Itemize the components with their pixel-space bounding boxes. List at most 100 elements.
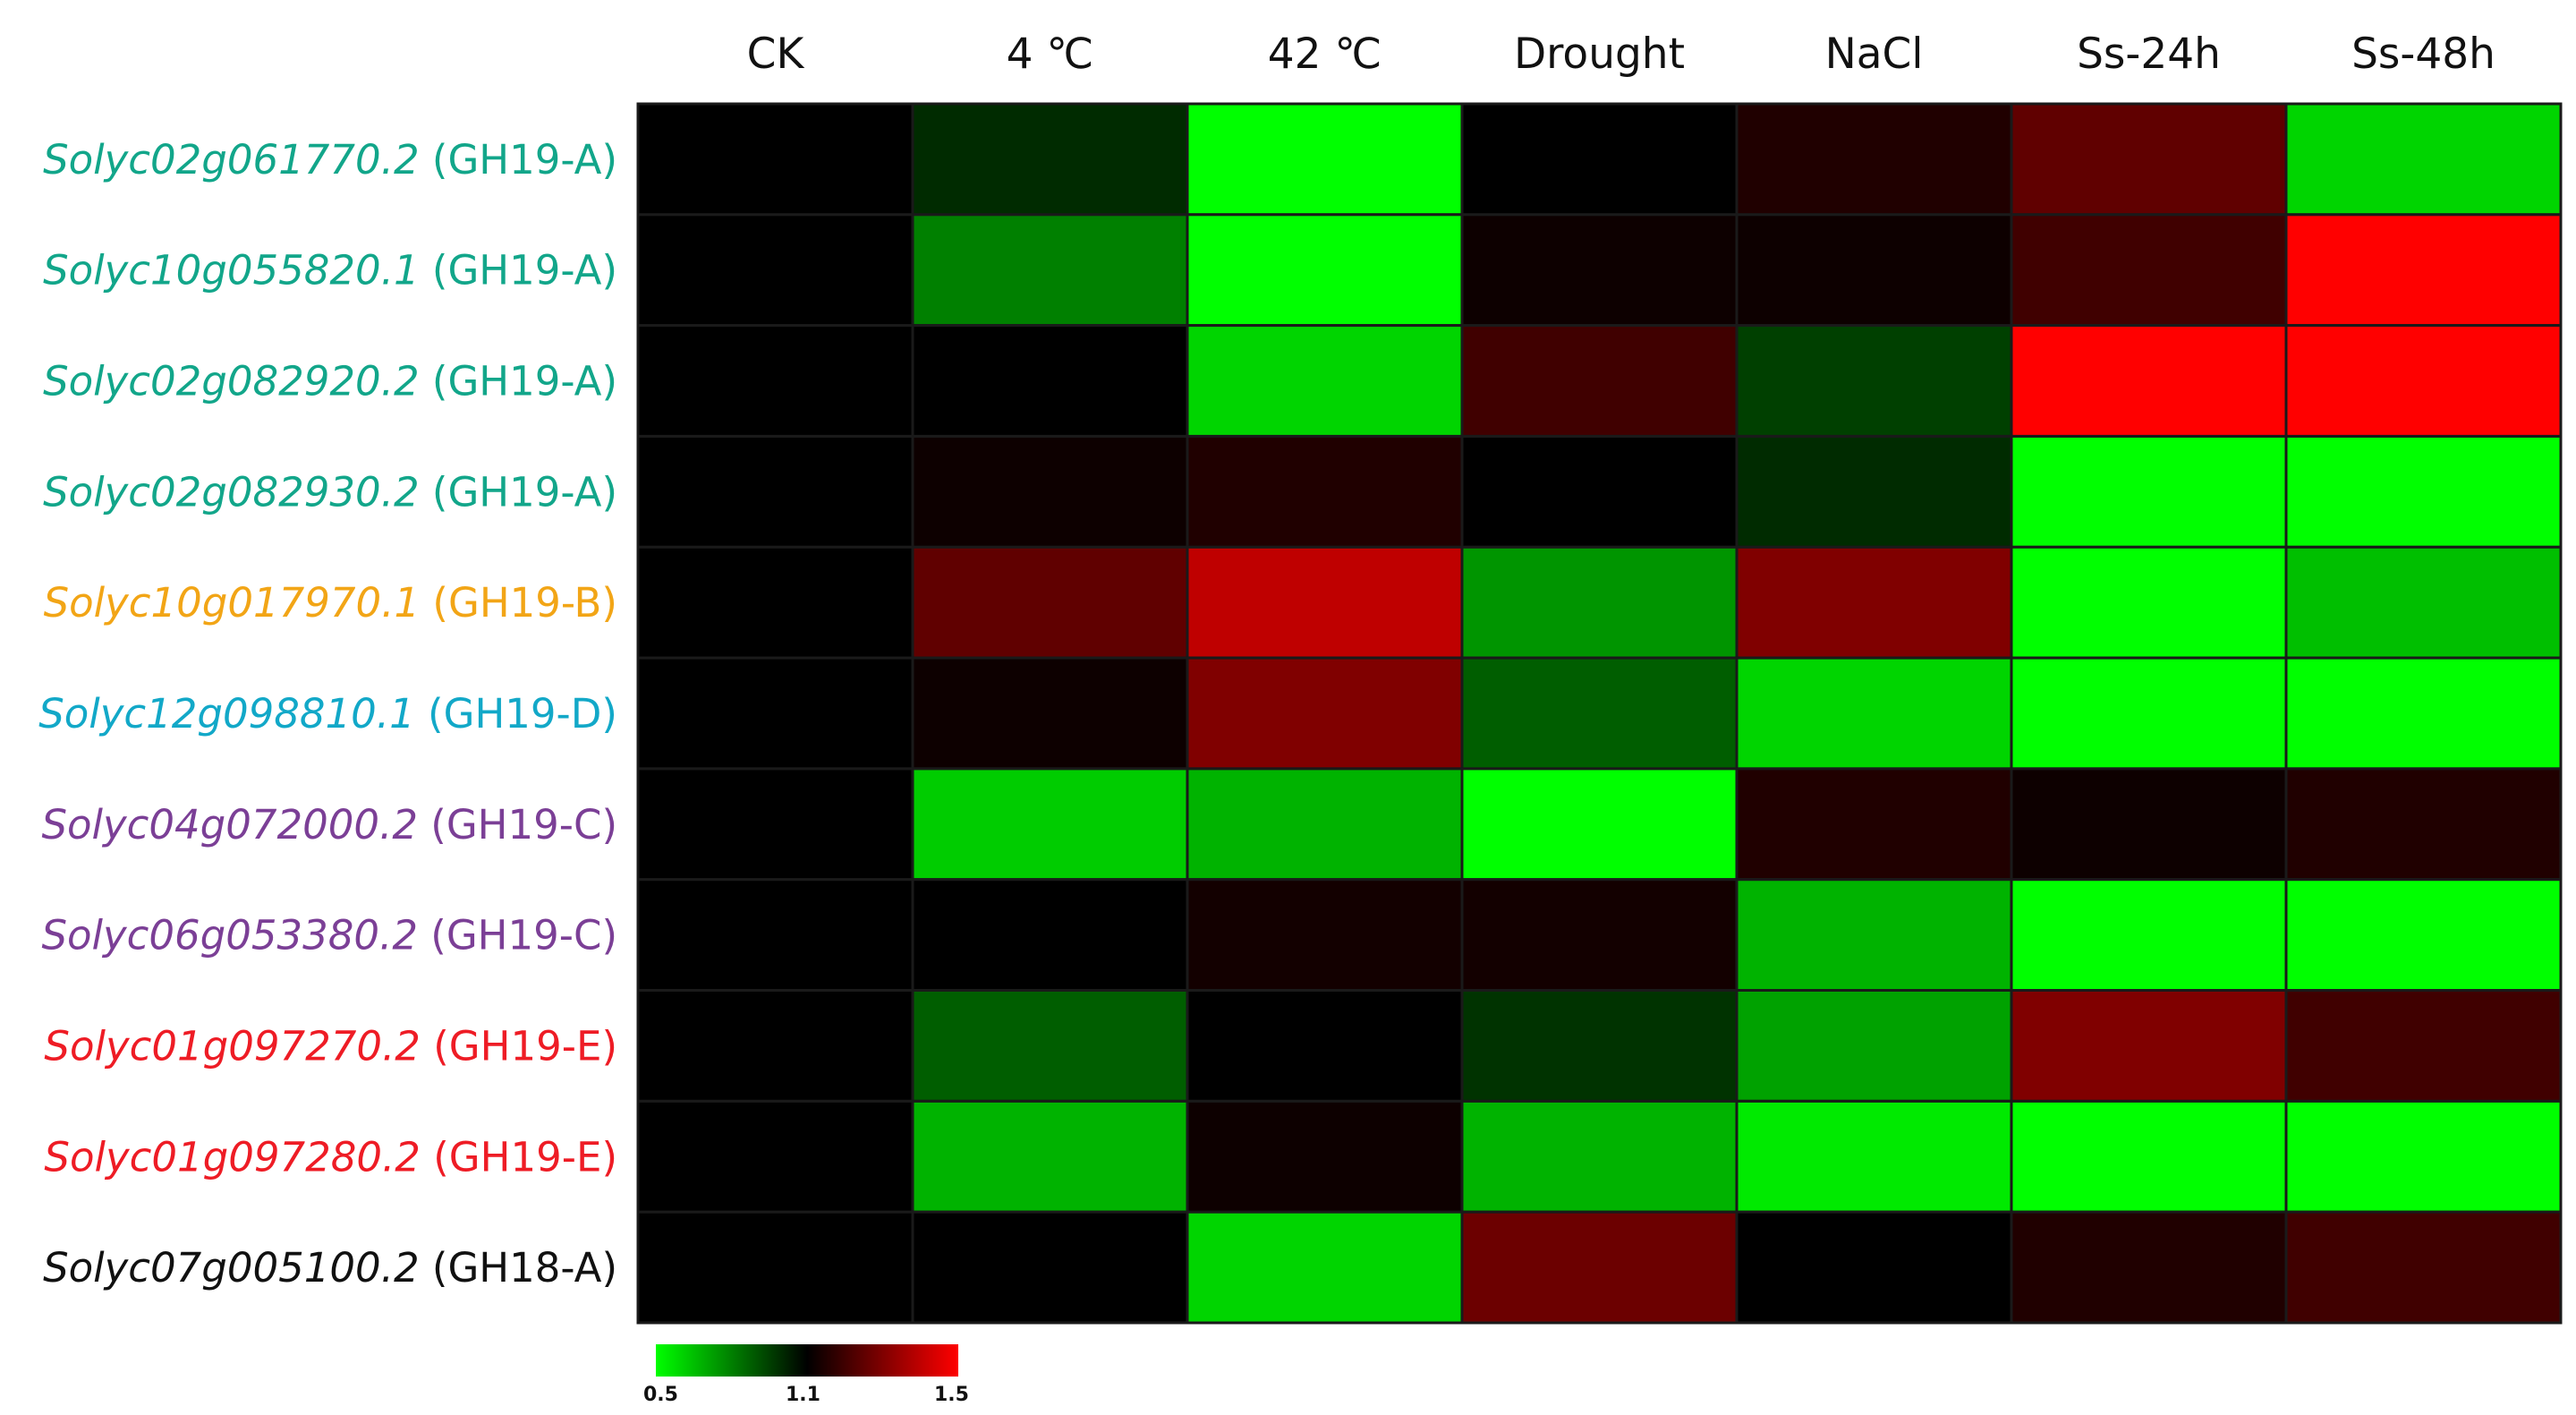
heatmap-cell bbox=[1460, 545, 1739, 660]
heatmap-cell bbox=[1460, 656, 1739, 771]
heatmap-cell bbox=[2010, 435, 2288, 549]
row-label: Solyc04g072000.2 (GH19-C) bbox=[41, 801, 617, 848]
gene-group: (GH19-D) bbox=[415, 690, 617, 737]
row-label: Solyc02g061770.2 (GH19-A) bbox=[43, 136, 617, 183]
heatmap-cell bbox=[1186, 324, 1464, 438]
row-label: Solyc07g005100.2 (GH18-A) bbox=[43, 1244, 617, 1291]
heatmap-cell bbox=[1735, 545, 2013, 660]
heatmap-cell bbox=[2010, 878, 2288, 993]
heatmap-cell bbox=[636, 767, 914, 882]
heatmap-cell bbox=[911, 878, 1189, 993]
legend-tick-mid: 1.1 bbox=[786, 1384, 820, 1406]
row-label: Solyc02g082920.2 (GH19-A) bbox=[43, 358, 617, 405]
heatmap-cell bbox=[1735, 435, 2013, 549]
gene-id: Solyc07g005100.2 bbox=[43, 1244, 420, 1291]
gene-group: (GH19-A) bbox=[420, 358, 617, 405]
row-label: Solyc01g097270.2 (GH19-E) bbox=[44, 1023, 617, 1070]
heatmap-cell bbox=[1460, 1099, 1739, 1214]
heatmap-cell bbox=[2284, 878, 2563, 993]
heatmap-cell bbox=[911, 656, 1189, 771]
column-label: Ss-48h bbox=[2351, 30, 2495, 79]
column-label: NaCl bbox=[1825, 30, 1924, 79]
heatmap-cell bbox=[1735, 1210, 2013, 1325]
heatmap-cell bbox=[911, 324, 1189, 438]
heatmap-cell bbox=[1460, 435, 1739, 549]
color-legend: 0.5 1.1 1.5 bbox=[643, 1344, 969, 1406]
row-label: Solyc10g017970.1 (GH19-B) bbox=[44, 579, 617, 627]
heatmap-cell bbox=[636, 878, 914, 993]
gene-id: Solyc02g082930.2 bbox=[43, 468, 420, 516]
heatmap-cell bbox=[1460, 1210, 1739, 1325]
gene-id: Solyc12g098810.1 bbox=[38, 690, 415, 737]
heatmap-cell bbox=[1186, 435, 1464, 549]
heatmap-cell bbox=[1735, 656, 2013, 771]
gene-group: (GH19-E) bbox=[421, 1023, 617, 1070]
gene-id: Solyc01g097280.2 bbox=[44, 1133, 421, 1181]
gene-group: (GH19-A) bbox=[420, 247, 617, 294]
gene-id: Solyc10g055820.1 bbox=[43, 247, 420, 294]
heatmap-cell bbox=[636, 545, 914, 660]
heatmap-cell bbox=[1186, 767, 1464, 882]
heatmap-cell bbox=[636, 989, 914, 1103]
heatmap-cell bbox=[2010, 1210, 2288, 1325]
gene-id: Solyc10g017970.1 bbox=[44, 579, 421, 627]
heatmap-cell bbox=[636, 1099, 914, 1214]
heatmap-cell bbox=[911, 1210, 1189, 1325]
gene-group: (GH19-B) bbox=[420, 579, 617, 627]
heatmap-cell bbox=[1186, 213, 1464, 328]
column-label: CK bbox=[747, 30, 805, 79]
heatmap-cell bbox=[1735, 102, 2013, 217]
heatmap-cell bbox=[911, 102, 1189, 217]
heatmap-cell bbox=[1460, 213, 1739, 328]
row-labels: Solyc02g061770.2 (GH19-A)Solyc10g055820.… bbox=[38, 136, 617, 1291]
gene-group: (GH19-C) bbox=[418, 801, 617, 848]
heatmap-cell bbox=[2010, 102, 2288, 217]
heatmap-cell bbox=[1735, 767, 2013, 882]
gene-group: (GH19-E) bbox=[421, 1133, 617, 1181]
gene-group: (GH19-A) bbox=[420, 468, 617, 516]
legend-tick-max: 1.5 bbox=[934, 1384, 969, 1406]
heatmap-cell bbox=[1186, 1099, 1464, 1214]
heatmap-cell bbox=[2010, 1099, 2288, 1214]
heatmap-cell bbox=[636, 656, 914, 771]
column-label: Ss-24h bbox=[2077, 30, 2221, 79]
gene-id: Solyc02g082920.2 bbox=[43, 358, 420, 405]
heatmap-cell bbox=[1735, 324, 2013, 438]
heatmap-cell bbox=[1460, 102, 1739, 217]
heatmap-cell bbox=[2284, 1210, 2563, 1325]
heatmap-cell bbox=[911, 1099, 1189, 1214]
gene-id: Solyc02g061770.2 bbox=[43, 136, 420, 183]
heatmap-cell bbox=[1186, 102, 1464, 217]
heatmap-cell bbox=[1735, 878, 2013, 993]
heatmap-cell bbox=[1186, 878, 1464, 993]
gene-group: (GH18-A) bbox=[420, 1244, 617, 1291]
gene-group: (GH19-C) bbox=[418, 912, 617, 959]
heatmap-cell bbox=[636, 1210, 914, 1325]
heatmap-cell bbox=[2284, 213, 2563, 328]
heatmap-cell bbox=[911, 213, 1189, 328]
heatmap-cell bbox=[2284, 989, 2563, 1103]
heatmap-cell bbox=[1186, 989, 1464, 1103]
heatmap-cell bbox=[2284, 767, 2563, 882]
heatmap-cells bbox=[636, 102, 2563, 1325]
heatmap-cell bbox=[2010, 324, 2288, 438]
row-label: Solyc01g097280.2 (GH19-E) bbox=[44, 1133, 617, 1181]
heatmap-cell bbox=[911, 545, 1189, 660]
heatmap-cell bbox=[1735, 989, 2013, 1103]
legend-color-bar bbox=[656, 1344, 958, 1377]
heatmap-cell bbox=[2010, 213, 2288, 328]
heatmap-cell bbox=[2284, 656, 2563, 771]
heatmap-cell bbox=[1186, 656, 1464, 771]
heatmap-cell bbox=[636, 102, 914, 217]
heatmap-cell bbox=[2284, 324, 2563, 438]
legend-tick-min: 0.5 bbox=[643, 1384, 678, 1406]
row-label: Solyc12g098810.1 (GH19-D) bbox=[38, 690, 617, 737]
heatmap-cell bbox=[1735, 1099, 2013, 1214]
heatmap-cell bbox=[2010, 545, 2288, 660]
column-label: 4 ℃ bbox=[1007, 30, 1094, 79]
column-label: Drought bbox=[1514, 30, 1685, 79]
column-label: 42 ℃ bbox=[1268, 30, 1382, 79]
heatmap-cell bbox=[636, 324, 914, 438]
row-label: Solyc06g053380.2 (GH19-C) bbox=[41, 912, 617, 959]
heatmap-cell bbox=[1460, 989, 1739, 1103]
